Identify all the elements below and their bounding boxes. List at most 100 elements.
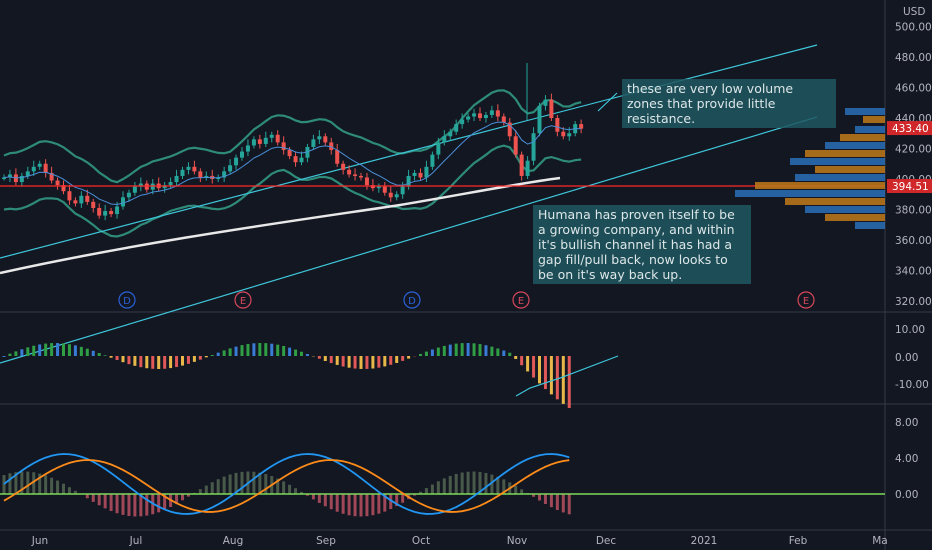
macd-bar: [121, 356, 125, 363]
macd-bar: [508, 352, 512, 356]
osc-bar: [383, 494, 387, 512]
macd-bar: [157, 356, 161, 369]
candle-body: [501, 116, 506, 123]
candle-body: [388, 192, 393, 198]
arrow-up: [597, 92, 618, 112]
osc-bar: [175, 494, 179, 504]
candle-body: [483, 114, 488, 118]
macd-bar: [44, 343, 48, 356]
candle-body: [61, 185, 66, 192]
macd-bar: [347, 356, 351, 368]
osc-bar: [395, 494, 399, 507]
macd-tick: -10.00: [895, 379, 929, 391]
osc-line-orange: [3, 459, 570, 513]
volume-profile-bar: [845, 108, 885, 115]
osc-bar: [549, 494, 553, 508]
macd-bar: [514, 356, 518, 359]
candle-body: [442, 136, 447, 143]
candle-body: [341, 163, 346, 170]
event-label: E: [803, 296, 809, 307]
candle-body: [138, 183, 143, 187]
candle-body: [317, 136, 322, 140]
candle-body: [472, 113, 477, 117]
macd-bar: [216, 352, 220, 356]
macd-bar: [383, 356, 387, 367]
candle-body: [561, 131, 566, 137]
osc-tick: 8.00: [895, 417, 918, 429]
candle-body: [245, 145, 250, 152]
osc-bar: [484, 472, 488, 494]
macd-bar: [419, 353, 422, 356]
time-tick: Aug: [223, 535, 244, 547]
macd-bar: [258, 343, 262, 356]
time-tick: Jul: [129, 535, 143, 547]
time-tick: Sep: [316, 535, 336, 547]
bollinger-bands: [3, 89, 582, 238]
time-tick: 2021: [691, 535, 718, 547]
osc-bar: [359, 494, 363, 517]
osc-bar: [234, 472, 238, 494]
candle-body: [103, 211, 108, 216]
osc-bar: [258, 472, 262, 494]
osc-bar: [109, 494, 113, 512]
osc-bar: [311, 494, 315, 500]
candle-body: [109, 211, 114, 215]
macd-bar: [163, 356, 167, 369]
macd-bar: [115, 356, 119, 361]
macd-bar: [389, 356, 393, 365]
candle-body: [412, 172, 417, 176]
osc-line-blue: [3, 453, 570, 515]
macd-bar: [329, 356, 333, 364]
osc-bar: [133, 494, 137, 517]
candle-body: [555, 118, 560, 132]
volume-profile-bar: [795, 174, 885, 181]
candle-body: [359, 175, 363, 178]
macd-bar: [181, 356, 184, 366]
osc-bar: [2, 475, 6, 494]
currency-label: USD: [903, 6, 925, 18]
hline-price-box: [887, 179, 932, 193]
osc-bar: [401, 494, 405, 503]
osc-bar: [288, 484, 292, 494]
osc-bar: [538, 494, 541, 501]
candle-body: [430, 154, 435, 167]
osc-bar: [228, 474, 232, 494]
osc-bar: [561, 494, 565, 513]
macd-bar: [127, 356, 131, 365]
osc-bar: [85, 494, 89, 499]
candle-body: [448, 131, 453, 137]
candle-body: [263, 137, 268, 144]
macd-bar: [395, 356, 399, 363]
candle-body: [287, 150, 292, 157]
osc-bar: [371, 494, 375, 516]
macd-bar: [103, 355, 107, 356]
osc-bar: [186, 494, 190, 497]
macd-bar: [91, 350, 95, 356]
osc-bar: [14, 472, 18, 494]
macd-bar: [204, 356, 208, 358]
macd-tick: 0.00: [895, 352, 918, 364]
macd-bar: [561, 356, 565, 404]
candle-body: [418, 172, 423, 178]
macd-bar: [222, 350, 226, 356]
macd-bar: [109, 356, 113, 358]
macd-bar: [442, 345, 446, 356]
candle-body: [543, 99, 548, 106]
macd-bar: [198, 356, 202, 360]
osc-bar: [216, 479, 220, 494]
candle-body: [382, 186, 387, 193]
macd-bar: [365, 356, 369, 369]
osc-bar: [115, 494, 119, 514]
candle-body: [579, 124, 584, 129]
macd-bar: [276, 344, 280, 356]
price-tick: 380.00: [895, 205, 932, 217]
osc-bar: [442, 478, 446, 494]
macd-bar: [26, 347, 30, 356]
axes: 500.00480.00460.00440.00420.00400.00380.…: [31, 6, 932, 547]
macd-bar: [145, 356, 149, 369]
osc-bar: [341, 494, 345, 514]
osc-bar: [514, 485, 518, 494]
macd-bar: [401, 356, 405, 361]
osc-bar: [496, 476, 500, 494]
candle-body: [257, 139, 262, 144]
